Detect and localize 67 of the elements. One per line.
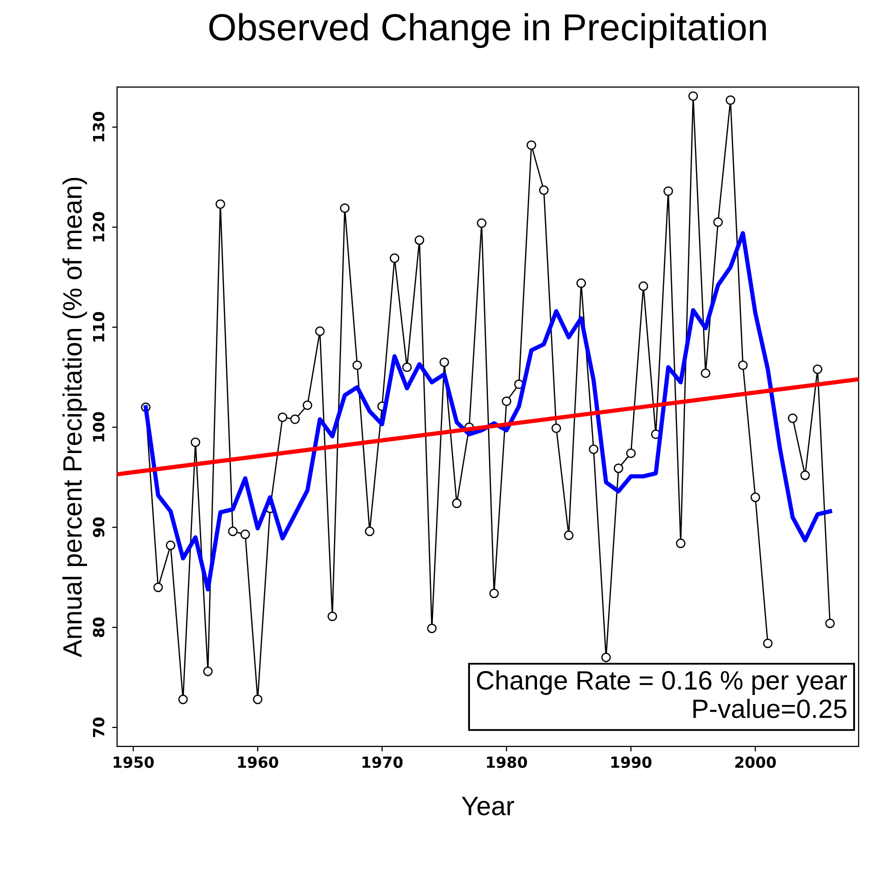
y-tick-label: 130 bbox=[92, 112, 104, 142]
point bbox=[402, 362, 412, 372]
point bbox=[278, 412, 288, 422]
y-tick-label: 120 bbox=[92, 212, 104, 242]
point bbox=[315, 326, 325, 336]
point bbox=[203, 666, 213, 676]
point bbox=[228, 526, 238, 536]
point bbox=[800, 470, 810, 480]
point bbox=[476, 218, 486, 228]
point bbox=[290, 414, 300, 424]
point bbox=[302, 400, 312, 410]
point bbox=[738, 360, 748, 370]
point bbox=[638, 281, 648, 291]
point bbox=[551, 423, 562, 434]
point bbox=[178, 694, 188, 704]
point bbox=[713, 217, 723, 227]
y-tick-label: 80 bbox=[92, 617, 104, 638]
point bbox=[166, 540, 176, 550]
y-tick-label: 90 bbox=[92, 517, 104, 538]
point bbox=[452, 498, 462, 508]
point bbox=[750, 492, 760, 502]
point bbox=[763, 638, 773, 648]
point bbox=[364, 526, 374, 536]
x-axis-title: Year bbox=[462, 796, 514, 816]
point bbox=[489, 588, 499, 598]
y-axis-title: Annual percent Precipitation (% of mean) bbox=[62, 178, 88, 658]
point bbox=[440, 357, 450, 368]
point bbox=[190, 437, 200, 448]
point bbox=[539, 185, 549, 195]
point bbox=[526, 140, 536, 150]
y-tick-label: 70 bbox=[92, 718, 104, 738]
point bbox=[812, 364, 822, 374]
point bbox=[825, 618, 835, 628]
point bbox=[788, 413, 798, 424]
x-tick-label: 1990 bbox=[611, 756, 652, 768]
point bbox=[240, 530, 250, 540]
point bbox=[414, 235, 424, 245]
point bbox=[700, 368, 710, 378]
point bbox=[216, 199, 226, 209]
y-tick-label: 110 bbox=[92, 312, 104, 342]
point bbox=[340, 203, 350, 213]
x-tick-label: 1980 bbox=[486, 756, 528, 768]
point bbox=[663, 186, 674, 196]
point bbox=[153, 582, 163, 592]
annotation: P-value=0.25 bbox=[693, 698, 846, 718]
point bbox=[614, 464, 624, 474]
point bbox=[564, 530, 574, 540]
point bbox=[328, 612, 338, 622]
point bbox=[688, 91, 698, 101]
point bbox=[502, 396, 512, 406]
x-tick-label: 2000 bbox=[735, 756, 776, 768]
point bbox=[427, 624, 437, 634]
point bbox=[676, 538, 686, 548]
point bbox=[390, 253, 400, 263]
point bbox=[626, 448, 636, 458]
y-tick-label: 100 bbox=[92, 412, 104, 442]
point bbox=[726, 95, 736, 105]
point bbox=[588, 444, 598, 454]
chart-title: Observed Change in Precipitation bbox=[209, 13, 766, 48]
point bbox=[601, 652, 611, 662]
point bbox=[576, 278, 586, 288]
point bbox=[252, 694, 262, 704]
x-tick-label: 1970 bbox=[362, 756, 403, 768]
x-tick-label: 1960 bbox=[238, 756, 278, 768]
x-tick-label: 1950 bbox=[114, 756, 154, 768]
annotation: Change Rate = 0.16 % per year bbox=[476, 670, 848, 695]
point bbox=[352, 360, 362, 370]
